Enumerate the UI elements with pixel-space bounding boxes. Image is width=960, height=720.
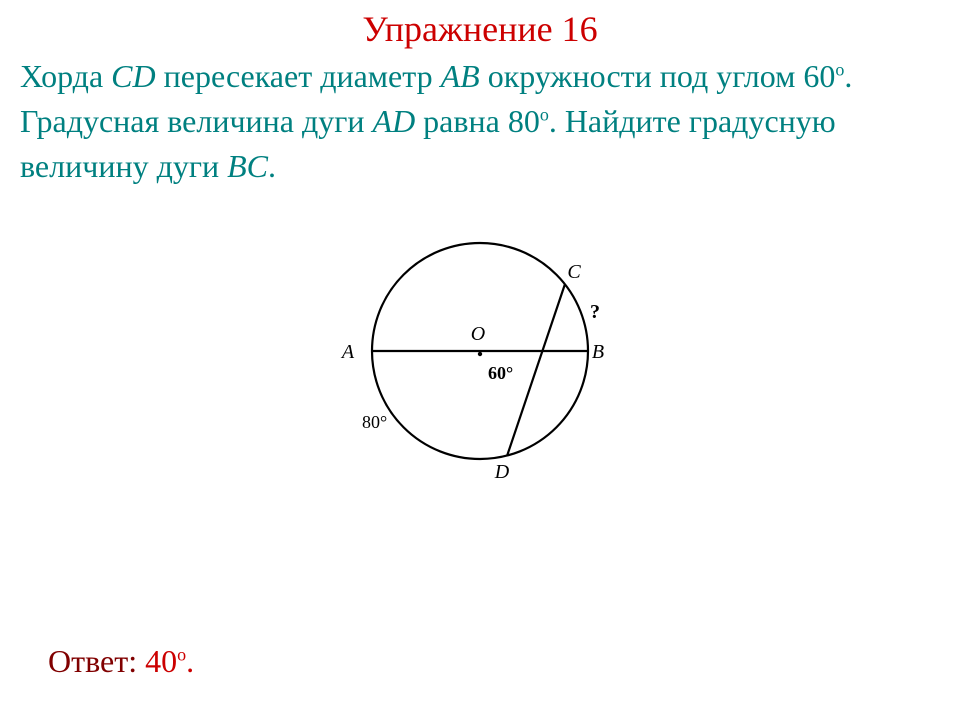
t5: равна 80 [415,103,540,139]
svg-text:80°: 80° [362,412,387,432]
cd: CD [111,58,155,94]
bc: BC [227,148,268,184]
t2: пересекает диаметр [156,58,441,94]
ab: AB [441,58,480,94]
svg-text:?: ? [590,301,600,323]
deg1: о [835,59,844,79]
t1: Хорда [20,58,111,94]
t7: . [268,148,276,184]
exercise-title: Упражнение 16 [0,0,960,50]
ad: AD [373,103,416,139]
answer-label: Ответ: [48,643,145,679]
svg-text:D: D [494,461,510,483]
answer-deg: о [177,644,186,664]
t3: окружности под углом 60 [480,58,836,94]
circle-diagram: A B C D O60° 80°? [310,216,650,496]
answer-period: . [186,643,194,679]
deg2: о [540,104,549,124]
answer-line: Ответ: 40о. [48,643,194,680]
svg-text:A: A [340,341,355,363]
problem-text: Хорда CD пересекает диаметр AB окружност… [0,50,960,188]
svg-text:60°: 60° [488,363,513,383]
svg-text:O: O [471,323,485,345]
svg-text:B: B [592,341,604,363]
diagram-container: A B C D O60° 80°? [0,216,960,496]
svg-text:C: C [567,261,581,283]
answer-value: 40 [145,643,177,679]
